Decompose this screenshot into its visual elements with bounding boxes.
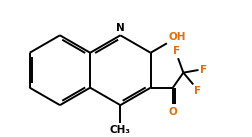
- Text: F: F: [194, 86, 201, 96]
- Text: CH₃: CH₃: [109, 125, 130, 135]
- Text: OH: OH: [167, 32, 185, 42]
- Text: N: N: [116, 23, 124, 33]
- Text: O: O: [168, 107, 176, 117]
- Text: F: F: [173, 46, 180, 56]
- Text: F: F: [200, 65, 207, 75]
